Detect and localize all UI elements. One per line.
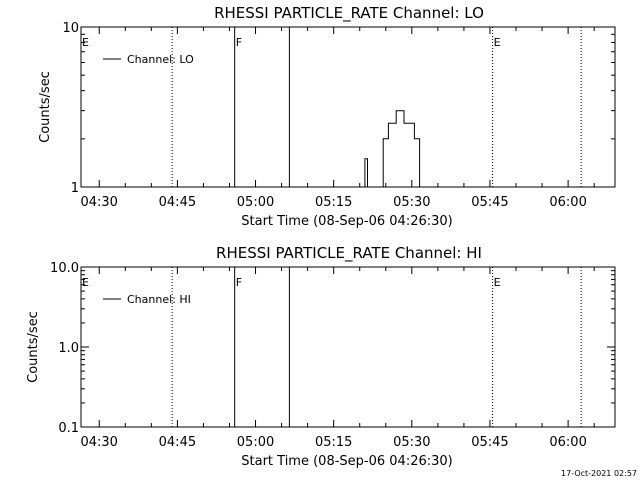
x-tick-label: 05:00 bbox=[237, 435, 274, 450]
panel-lo-series bbox=[364, 110, 421, 188]
event-marker-label: E bbox=[82, 276, 89, 289]
x-tick-label: 06:00 bbox=[549, 435, 586, 450]
panel-lo: RHESSI PARTICLE_RATE Channel: LO Counts/… bbox=[38, 4, 616, 229]
x-tick-label: 05:15 bbox=[315, 435, 352, 450]
event-marker-label: F bbox=[236, 36, 242, 49]
panel-lo-ticks: 04:30 04:45 05:00 05:15 05:30 05:45 06:00 1 10 bbox=[62, 21, 615, 210]
x-tick-label: 06:00 bbox=[549, 195, 586, 210]
x-tick-label: 05:45 bbox=[471, 195, 508, 210]
event-marker-label: E bbox=[494, 36, 501, 49]
panel-hi-ylabel: Counts/sec bbox=[26, 311, 41, 383]
panel-hi-ticks: 04:30 04:45 05:00 05:15 05:30 05:45 06:00 0.1 1.… bbox=[50, 261, 615, 450]
x-tick-label: 05:30 bbox=[393, 435, 430, 450]
x-tick-label: 04:30 bbox=[80, 195, 117, 210]
x-tick-label: 05:45 bbox=[471, 435, 508, 450]
panel-hi-legend-label: Channel: HI bbox=[127, 293, 191, 306]
panel-lo-legend: Channel: LO bbox=[103, 53, 194, 66]
render-timestamp: 17-Oct-2021 02:57 bbox=[561, 469, 637, 478]
panel-lo-xlabel: Start Time (08-Sep-06 04:26:30) bbox=[241, 214, 452, 229]
y-tick-label: 1 bbox=[71, 181, 79, 196]
x-tick-label: 05:00 bbox=[237, 195, 274, 210]
x-tick-label: 05:15 bbox=[315, 195, 352, 210]
panel-lo-title: RHESSI PARTICLE_RATE Channel: LO bbox=[214, 4, 484, 23]
y-tick-label: 0.1 bbox=[58, 421, 79, 436]
panel-hi-legend: Channel: HI bbox=[103, 293, 191, 306]
y-tick-label: 10 bbox=[62, 21, 79, 36]
panel-hi-title: RHESSI PARTICLE_RATE Channel: HI bbox=[216, 244, 482, 263]
series-line bbox=[364, 110, 421, 188]
x-tick-label: 04:45 bbox=[159, 435, 196, 450]
event-marker-label: E bbox=[494, 276, 501, 289]
panel-lo-legend-label: Channel: LO bbox=[127, 53, 194, 66]
panel-hi-plot-frame bbox=[80, 266, 616, 428]
y-tick-label: 1.0 bbox=[58, 341, 79, 356]
x-tick-label: 04:30 bbox=[80, 435, 117, 450]
x-tick-label: 04:45 bbox=[159, 195, 196, 210]
panel-hi-xlabel: Start Time (08-Sep-06 04:26:30) bbox=[241, 454, 452, 469]
panel-lo-plot-frame bbox=[80, 26, 616, 188]
x-tick-label: 05:30 bbox=[393, 195, 430, 210]
y-tick-label: 10.0 bbox=[50, 261, 79, 276]
panel-lo-ylabel: Counts/sec bbox=[38, 71, 53, 143]
event-marker-label: E bbox=[82, 36, 89, 49]
panel-hi: RHESSI PARTICLE_RATE Channel: HI Counts/… bbox=[26, 244, 616, 469]
event-marker-label: F bbox=[236, 276, 242, 289]
